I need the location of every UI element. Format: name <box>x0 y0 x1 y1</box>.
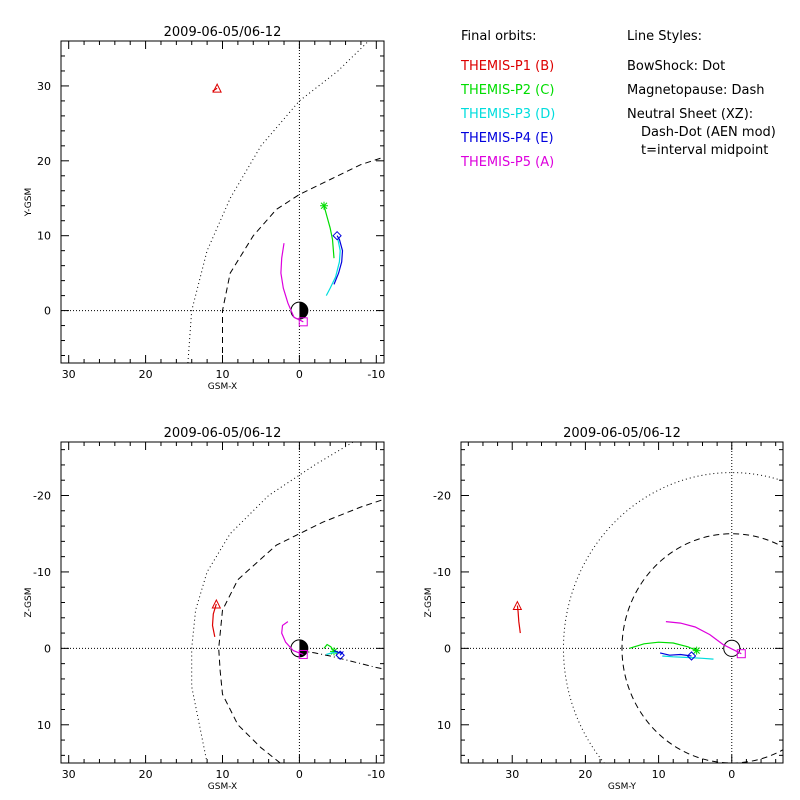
panel-3: 2009-06-05/06-12 30 20 10 0 10 0 -10 -20 GSM-Y Z-G… <box>424 426 784 792</box>
x-tick-label: 0 <box>296 368 303 381</box>
x-tick-label: 30 <box>62 768 76 781</box>
x-tick-label: 20 <box>139 768 153 781</box>
plot-area <box>61 442 384 763</box>
x-tick-label: 30 <box>62 368 76 381</box>
earth-night-side <box>299 302 308 320</box>
probe-p4-marker-diamond <box>332 230 342 241</box>
probe-p5-marker-square <box>298 317 308 327</box>
probe-p4-orbit-line <box>333 235 344 285</box>
y-tick-label: -10 <box>433 566 451 579</box>
probe-p1-marker-triangle <box>211 598 222 609</box>
panel-title: 2009-06-05/06-12 <box>164 25 282 40</box>
bowshock-boundary <box>191 442 354 763</box>
x-tick-label: 10 <box>216 368 230 381</box>
legend-probe-p3: THEMIS-P3 (D) <box>460 107 555 122</box>
y-axis-label: Z-GSM <box>424 587 434 617</box>
probe-p5-marker-square <box>298 649 308 659</box>
x-tick-label: 10 <box>652 768 666 781</box>
legend-style-midpoint: t=interval midpoint <box>641 143 768 158</box>
probe-p2-orbit-line <box>629 641 697 652</box>
probe-p5-orbit-line <box>665 621 742 655</box>
magnetopause-boundary <box>621 533 783 763</box>
probe-p3-orbit-line <box>325 239 341 296</box>
magnetopause-boundary <box>218 498 384 763</box>
x-axis-label: GSM-Y <box>608 782 637 792</box>
x-tick-label: 20 <box>139 368 153 381</box>
legend-probe-p5: THEMIS-P5 (A) <box>460 155 554 170</box>
magnetopause-boundary <box>222 156 384 363</box>
probe-p2-orbit-line <box>323 643 335 652</box>
probe-p1-marker-triangle <box>512 600 523 611</box>
x-tick-label: 20 <box>578 768 592 781</box>
x-tick-label: 10 <box>216 768 230 781</box>
plot-frame <box>60 40 385 364</box>
y-tick-label: -10 <box>33 566 51 579</box>
legend-styles-title: Line Styles: <box>627 29 702 44</box>
probe-p4-marker-diamond <box>335 650 345 660</box>
probe-p1-marker-triangle <box>212 83 222 93</box>
probe-p5-orbit-line <box>280 243 304 323</box>
panel-2: 2009-06-05/06-12 30 20 10 0 -10 10 0 -10 -20 GSM-X… <box>24 426 385 792</box>
legend-style-bowshock: BowShock: Dot <box>627 59 725 74</box>
probe-p4-orbit-line <box>659 652 692 657</box>
y-axis-label: Z-GSM <box>24 587 34 617</box>
legend-probe-p2: THEMIS-P2 (C) <box>460 83 554 98</box>
bowshock-boundary <box>563 472 783 763</box>
legend-probe-p4: THEMIS-P4 (E) <box>460 131 554 146</box>
bowshock-boundary <box>187 41 369 363</box>
plot-frame <box>460 441 784 764</box>
y-tick-label: 10 <box>437 719 451 732</box>
x-tick-label: -10 <box>367 768 385 781</box>
probe-p1-orbit-line <box>516 605 521 634</box>
y-tick-label: 0 <box>444 642 451 655</box>
orbit-panels: 2009-06-05/06-12 30 20 10 0 -10 0 10 20 30 GSM-X Y-… <box>24 25 784 792</box>
y-tick-label: 0 <box>44 305 51 318</box>
y-tick-label: 30 <box>37 80 51 93</box>
x-tick-label: 0 <box>728 768 735 781</box>
y-tick-label: 0 <box>44 642 51 655</box>
x-tick-label: 30 <box>505 768 519 781</box>
probe-p2-orbit-line <box>323 205 335 259</box>
y-tick-label: -20 <box>433 490 451 503</box>
x-tick-label: -10 <box>367 368 385 381</box>
probe-p5-marker-square <box>736 649 746 659</box>
earth-night-side <box>299 639 308 657</box>
legend-style-dashdot: Dash-Dot (AEN mod) <box>641 125 776 140</box>
y-tick-label: 10 <box>37 719 51 732</box>
probe-p1-orbit-line <box>211 603 217 638</box>
probe-p5-orbit-line <box>281 621 304 656</box>
legend-style-neutral-sheet: Neutral Sheet (XZ): <box>627 107 753 122</box>
plot-frame <box>60 441 385 764</box>
legend: Final orbits: THEMIS-P1 (B) THEMIS-P2 (C… <box>460 29 776 170</box>
panel-title: 2009-06-05/06-12 <box>164 426 282 441</box>
plot-area <box>61 41 384 363</box>
y-tick-label: -20 <box>33 490 51 503</box>
x-axis-label: GSM-X <box>208 382 237 392</box>
y-axis-label: Y-GSM <box>24 188 34 217</box>
neutral-sheet-boundary <box>299 650 384 670</box>
probe-p2-marker-asterisk <box>320 201 329 210</box>
y-tick-label: 20 <box>37 155 51 168</box>
probe-p3-orbit-line <box>662 655 714 660</box>
panel-title: 2009-06-05/06-12 <box>563 426 681 441</box>
probe-p2-marker-asterisk <box>692 646 701 655</box>
y-tick-label: 10 <box>37 230 51 243</box>
panel-1: 2009-06-05/06-12 30 20 10 0 -10 0 10 20 30 GSM-X Y-… <box>24 25 385 392</box>
probe-p4-marker-diamond <box>686 651 697 661</box>
x-axis-label: GSM-X <box>208 782 237 792</box>
plot-area <box>461 442 783 763</box>
legend-orbits-title: Final orbits: <box>461 29 537 44</box>
legend-probe-p1: THEMIS-P1 (B) <box>460 59 554 74</box>
legend-style-magnetopause: Magnetopause: Dash <box>627 83 764 98</box>
x-tick-label: 0 <box>296 768 303 781</box>
